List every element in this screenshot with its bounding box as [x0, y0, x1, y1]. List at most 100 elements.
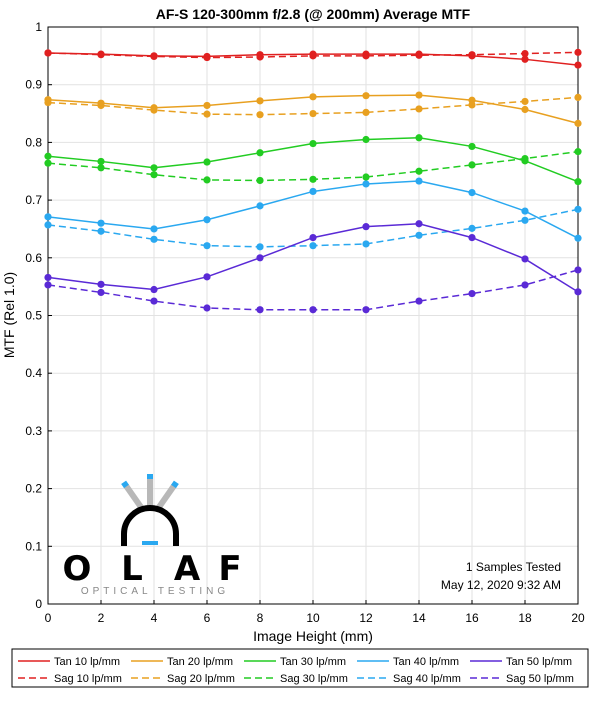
- data-point-sag-40-lp-mm: [203, 242, 211, 250]
- data-point-sag-20-lp-mm: [309, 109, 317, 118]
- data-point-tan-20-lp-mm: [574, 119, 582, 127]
- data-point-sag-40-lp-mm: [468, 224, 476, 232]
- data-point-tan-20-lp-mm: [203, 101, 211, 110]
- data-point-tan-20-lp-mm: [256, 97, 264, 105]
- logo-arch: [121, 505, 179, 546]
- data-point-tan-20-lp-mm: [362, 92, 370, 100]
- data-point-sag-30-lp-mm: [415, 167, 423, 175]
- data-point-tan-40-lp-mm: [203, 216, 211, 224]
- data-point-tan-40-lp-mm: [362, 180, 370, 188]
- data-point-sag-30-lp-mm: [44, 159, 52, 167]
- logo-letter: L: [121, 549, 143, 589]
- data-point-sag-50-lp-mm: [150, 297, 158, 305]
- x-tick-label: 6: [204, 611, 211, 625]
- data-point-sag-10-lp-mm: [415, 51, 423, 59]
- legend-label: Tan 30 lp/mm: [280, 656, 346, 668]
- data-point-sag-20-lp-mm: [150, 106, 158, 114]
- data-point-sag-40-lp-mm: [150, 235, 158, 243]
- y-tick-label: 0.4: [25, 366, 42, 380]
- series-layer: [44, 48, 582, 314]
- logo-beam-tip: [171, 480, 179, 489]
- data-point-sag-20-lp-mm: [44, 98, 52, 107]
- data-point-tan-40-lp-mm: [415, 177, 423, 185]
- data-point-sag-30-lp-mm: [150, 171, 158, 179]
- data-point-tan-50-lp-mm: [203, 273, 211, 281]
- data-point-tan-40-lp-mm: [468, 188, 476, 197]
- data-point-tan-40-lp-mm: [44, 213, 52, 221]
- legend-label: Tan 10 lp/mm: [54, 656, 120, 668]
- data-point-tan-50-lp-mm: [415, 220, 423, 228]
- legend-label: Tan 40 lp/mm: [393, 656, 459, 668]
- x-tick-label: 2: [98, 611, 105, 625]
- data-point-tan-40-lp-mm: [256, 202, 264, 210]
- data-point-sag-20-lp-mm: [203, 110, 211, 118]
- x-tick-label: 0: [45, 611, 52, 625]
- data-point-sag-10-lp-mm: [309, 52, 317, 60]
- data-point-tan-30-lp-mm: [415, 134, 423, 142]
- logo-beam-tip: [121, 480, 129, 489]
- data-point-sag-10-lp-mm: [574, 48, 582, 56]
- data-point-sag-40-lp-mm: [256, 243, 264, 251]
- y-tick-label: 0.9: [25, 78, 42, 92]
- legend-label: Sag 10 lp/mm: [54, 673, 122, 685]
- data-point-tan-50-lp-mm: [150, 285, 158, 294]
- logo-letter: F: [218, 549, 241, 589]
- data-point-sag-20-lp-mm: [415, 105, 423, 113]
- data-point-sag-10-lp-mm: [256, 53, 264, 61]
- data-point-tan-40-lp-mm: [309, 187, 317, 196]
- x-tick-label: 20: [571, 611, 585, 625]
- y-axis-label: MTF (Rel 1.0): [1, 272, 17, 358]
- data-point-sag-20-lp-mm: [521, 97, 529, 106]
- data-point-tan-20-lp-mm: [415, 91, 423, 99]
- x-tick-label: 4: [151, 611, 158, 625]
- data-point-sag-40-lp-mm: [574, 205, 582, 213]
- legend: Tan 10 lp/mm Sag 10 lp/mm Tan 20 lp/mm Sag …: [11, 648, 589, 688]
- data-point-sag-50-lp-mm: [415, 297, 423, 305]
- logo-subtitle: OPTICAL TESTING: [81, 586, 229, 597]
- data-point-sag-20-lp-mm: [362, 108, 370, 116]
- data-point-sag-40-lp-mm: [362, 240, 370, 248]
- data-point-sag-10-lp-mm: [150, 52, 158, 61]
- data-point-tan-50-lp-mm: [44, 273, 52, 282]
- data-point-tan-20-lp-mm: [309, 93, 317, 101]
- date-note: May 12, 2020 9:32 AM: [441, 578, 561, 592]
- legend-box: [11, 648, 589, 688]
- data-point-tan-50-lp-mm: [521, 255, 529, 263]
- data-point-tan-50-lp-mm: [97, 280, 105, 288]
- samples-note: 1 Samples Tested: [466, 560, 561, 574]
- y-tick-label: 0.6: [25, 251, 42, 265]
- legend-label: Tan 20 lp/mm: [167, 656, 233, 668]
- data-point-sag-10-lp-mm: [362, 52, 370, 60]
- data-point-tan-20-lp-mm: [521, 105, 529, 114]
- data-point-sag-50-lp-mm: [362, 306, 370, 314]
- data-point-tan-30-lp-mm: [150, 164, 158, 172]
- data-point-sag-10-lp-mm: [44, 49, 52, 57]
- x-tick-labels: 0 2 4 6 8 10 12 14 16 18 20: [45, 600, 585, 625]
- x-tick-label: 12: [359, 611, 373, 625]
- legend-label: Sag 40 lp/mm: [393, 673, 461, 685]
- data-point-sag-40-lp-mm: [97, 227, 105, 235]
- logo-letter: O: [63, 549, 92, 589]
- data-point-sag-50-lp-mm: [521, 281, 529, 289]
- data-point-tan-50-lp-mm: [309, 234, 317, 242]
- data-point-tan-50-lp-mm: [574, 288, 582, 296]
- data-point-sag-50-lp-mm: [468, 289, 476, 298]
- data-point-sag-50-lp-mm: [256, 306, 264, 314]
- x-tick-label: 18: [518, 611, 532, 625]
- data-point-sag-50-lp-mm: [309, 306, 317, 314]
- data-point-sag-40-lp-mm: [415, 231, 423, 239]
- data-point-sag-30-lp-mm: [256, 176, 264, 185]
- logo-beam-tip: [147, 474, 153, 479]
- data-point-sag-30-lp-mm: [468, 161, 476, 169]
- data-point-tan-30-lp-mm: [309, 139, 317, 148]
- x-tick-label: 16: [465, 611, 479, 625]
- data-point-tan-50-lp-mm: [256, 254, 264, 262]
- data-point-sag-30-lp-mm: [309, 175, 317, 183]
- legend-label: Tan 50 lp/mm: [506, 656, 572, 668]
- data-point-tan-30-lp-mm: [97, 157, 105, 166]
- legend-label: Sag 30 lp/mm: [280, 673, 348, 685]
- data-point-tan-30-lp-mm: [203, 158, 211, 166]
- x-tick-label: 10: [306, 611, 320, 625]
